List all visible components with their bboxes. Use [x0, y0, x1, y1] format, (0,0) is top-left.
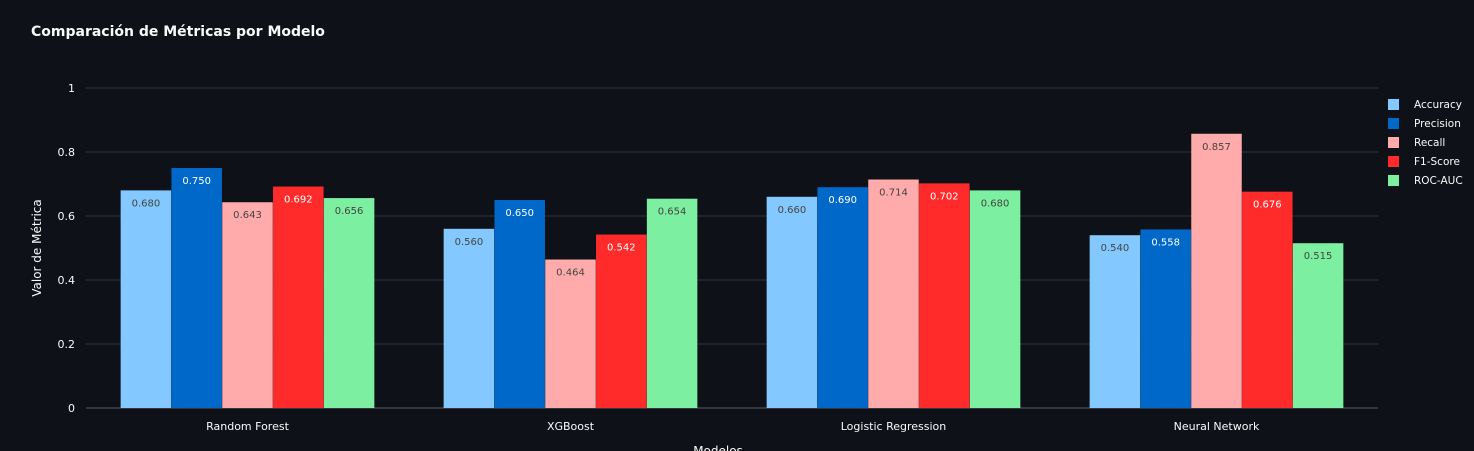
x-tick-label: Random Forest — [206, 420, 289, 433]
x-axis-title: Modelos — [693, 444, 743, 451]
y-tick-label: 0.2 — [58, 338, 76, 351]
bar-f1-score — [919, 183, 970, 408]
chart-title: Comparación de Métricas por Modelo — [31, 24, 325, 40]
legend-label: Recall — [1414, 136, 1446, 149]
bar-value-label: 0.656 — [335, 206, 364, 217]
bar-f1-score — [273, 186, 324, 408]
bar-value-label: 0.515 — [1304, 251, 1333, 262]
y-axis-title: Valor de Métrica — [30, 199, 44, 297]
bar-value-label: 0.857 — [1202, 142, 1231, 153]
x-tick-label: Logistic Regression — [841, 420, 947, 433]
bar-roc-auc — [969, 190, 1021, 408]
bar-roc-auc — [1292, 243, 1344, 408]
legend-item[interactable]: F1-Score — [1388, 152, 1463, 171]
bar-value-label: 0.654 — [658, 207, 687, 218]
bar-precision — [817, 187, 868, 408]
bar-roc-auc — [646, 198, 698, 408]
bar-recall — [222, 202, 273, 408]
bar-value-label: 0.650 — [505, 208, 534, 219]
bar-value-label: 0.702 — [930, 191, 959, 202]
legend-swatch — [1388, 156, 1399, 167]
chart-legend[interactable]: Accuracy Precision Recall F1-Score ROC-AUC — [1388, 95, 1463, 190]
bar-value-label: 0.676 — [1253, 200, 1282, 211]
x-tick-label: XGBoost — [547, 420, 595, 433]
legend-item[interactable]: ROC-AUC — [1388, 171, 1463, 190]
x-tick-label: Neural Network — [1174, 420, 1260, 433]
bar-value-label: 0.542 — [607, 243, 636, 254]
bar-value-label: 0.643 — [233, 210, 262, 221]
bar-value-label: 0.464 — [556, 268, 585, 279]
legend-swatch — [1388, 175, 1399, 186]
bar-accuracy — [766, 196, 818, 408]
bar-value-label: 0.680 — [132, 198, 161, 209]
bar-accuracy — [120, 190, 172, 408]
legend-label: Accuracy — [1414, 98, 1462, 111]
bar-value-label: 0.680 — [981, 198, 1010, 209]
bar-value-label: 0.690 — [828, 195, 857, 206]
bar-value-label: 0.750 — [182, 176, 211, 187]
y-tick-label: 1 — [68, 82, 75, 95]
bar-f1-score — [596, 234, 647, 408]
legend-swatch — [1388, 137, 1399, 148]
bar-recall — [1191, 133, 1242, 408]
bar-value-label: 0.660 — [778, 205, 807, 216]
legend-item[interactable]: Accuracy — [1388, 95, 1463, 114]
y-tick-label: 0 — [68, 402, 75, 415]
bar-precision — [1140, 229, 1191, 408]
legend-swatch — [1388, 99, 1399, 110]
bar-recall — [545, 259, 596, 408]
legend-label: ROC-AUC — [1414, 174, 1463, 187]
bar-value-label: 0.692 — [284, 195, 313, 206]
bar-value-label: 0.714 — [879, 188, 908, 199]
bar-accuracy — [443, 228, 495, 408]
y-tick-label: 0.4 — [58, 274, 76, 287]
legend-label: Precision — [1414, 117, 1461, 130]
legend-item[interactable]: Precision — [1388, 114, 1463, 133]
bar-precision — [494, 200, 545, 408]
bar-f1-score — [1242, 191, 1293, 408]
bar-value-label: 0.560 — [455, 237, 484, 248]
bar-accuracy — [1089, 235, 1141, 408]
legend-label: F1-Score — [1414, 155, 1460, 168]
bar-value-label: 0.558 — [1151, 237, 1180, 248]
y-tick-label: 0.8 — [58, 146, 76, 159]
legend-swatch — [1388, 118, 1399, 129]
bar-recall — [868, 179, 919, 408]
bar-value-label: 0.540 — [1101, 243, 1130, 254]
bar-precision — [171, 168, 222, 408]
legend-item[interactable]: Recall — [1388, 133, 1463, 152]
bar-roc-auc — [323, 198, 375, 408]
y-tick-label: 0.6 — [58, 210, 76, 223]
